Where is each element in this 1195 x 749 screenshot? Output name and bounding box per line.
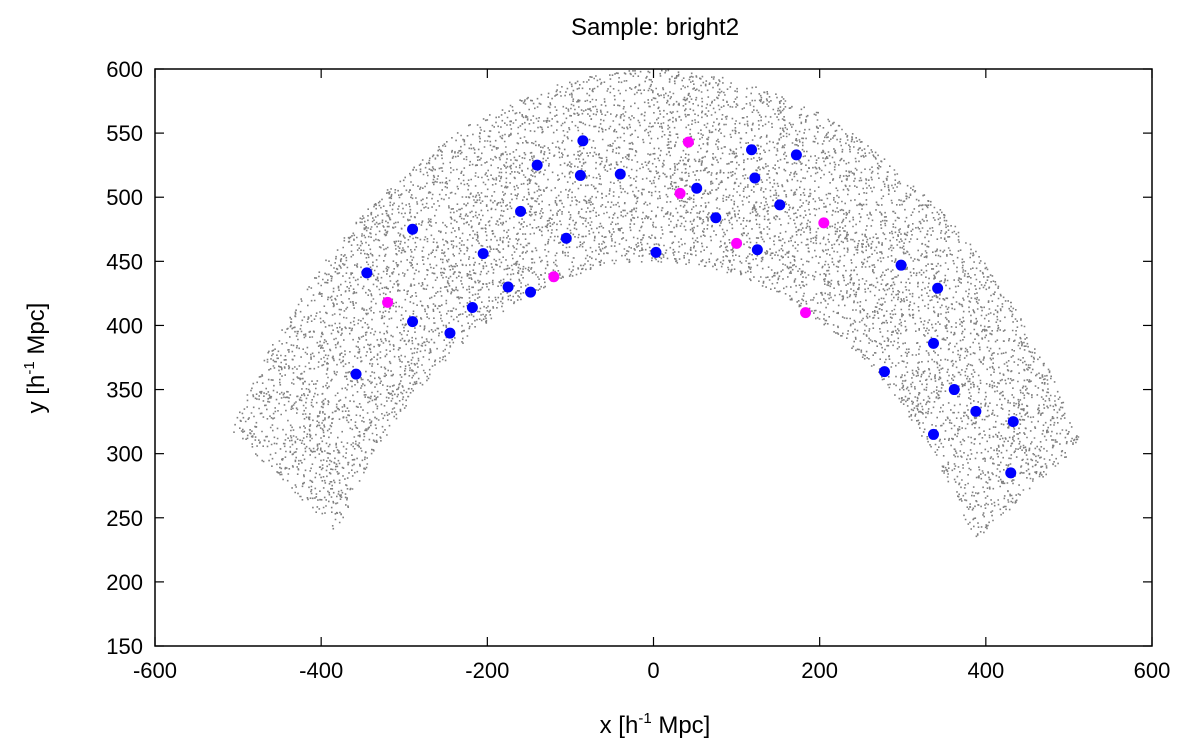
y-tick-label: 450 — [106, 249, 143, 274]
y-tick-label: 200 — [106, 570, 143, 595]
x-tick-label: 600 — [1134, 658, 1171, 683]
chart-title: Sample: bright2 — [571, 14, 739, 41]
y-tick-label: 550 — [106, 121, 143, 146]
series-1-point — [927, 428, 939, 440]
series-1-point — [361, 267, 373, 279]
x-tick-label: 200 — [801, 658, 838, 683]
y-axis-label: y [h-1 Mpc] — [21, 303, 50, 414]
background-points — [233, 69, 1080, 538]
series-2-point — [731, 237, 743, 249]
series-1-point — [970, 405, 982, 417]
y-tick-label: 500 — [106, 185, 143, 210]
series-1-point — [466, 301, 478, 313]
series-1-point — [790, 149, 802, 161]
series-1-point — [350, 368, 362, 380]
series-1-point — [502, 281, 514, 293]
series-2-point — [674, 187, 686, 199]
series-1-point — [710, 212, 722, 224]
series-1-point — [878, 366, 890, 378]
series-1-point — [948, 384, 960, 396]
series-1-point — [932, 282, 944, 294]
y-tick-label: 250 — [106, 506, 143, 531]
series-1-point — [525, 286, 537, 298]
series-1-point — [746, 144, 758, 156]
series-1-point — [515, 205, 527, 217]
series-1-point — [574, 169, 586, 181]
series-1-point — [577, 135, 589, 147]
background-galaxy-points — [233, 69, 1080, 538]
x-tick-label: -400 — [299, 658, 343, 683]
series-layer — [350, 135, 1019, 479]
series-1-point — [749, 172, 761, 184]
series-2-point — [818, 217, 830, 229]
series-1-point — [531, 159, 543, 171]
plot-frame — [154, 68, 1153, 647]
x-tick-label: -200 — [465, 658, 509, 683]
series-1-point — [1007, 416, 1019, 428]
series-1-point — [751, 244, 763, 256]
series-1-point — [1005, 467, 1017, 479]
series-1-point — [560, 232, 572, 244]
series-1-point — [691, 182, 703, 194]
x-tick-label: 400 — [967, 658, 1004, 683]
y-tick-label: 600 — [106, 57, 143, 82]
y-tick-label: 150 — [106, 634, 143, 659]
series-1-point — [407, 223, 419, 235]
series-2-point — [548, 271, 560, 283]
series-1-point — [407, 316, 419, 328]
series-1-point — [927, 337, 939, 349]
y-tick-label: 300 — [106, 442, 143, 467]
x-tick-label: 0 — [647, 658, 659, 683]
y-tick-label: 350 — [106, 378, 143, 403]
series-1-point — [614, 168, 626, 180]
axis-ticks: -600 -400 -200 0 200 400 600 150 200 250 300 350 400… — [106, 57, 1170, 683]
series-2-point — [382, 296, 394, 308]
y-tick-label: 400 — [106, 313, 143, 338]
series-1-point — [650, 246, 662, 258]
series-1-point — [895, 259, 907, 271]
series-1-point — [477, 248, 489, 260]
x-axis-label: x [h-1 Mpc] — [600, 710, 711, 739]
series-1-point — [774, 199, 786, 211]
series-2-point — [682, 136, 694, 148]
series-1-point — [444, 327, 456, 339]
x-tick-label: -600 — [133, 658, 177, 683]
series-2-point — [800, 307, 812, 319]
